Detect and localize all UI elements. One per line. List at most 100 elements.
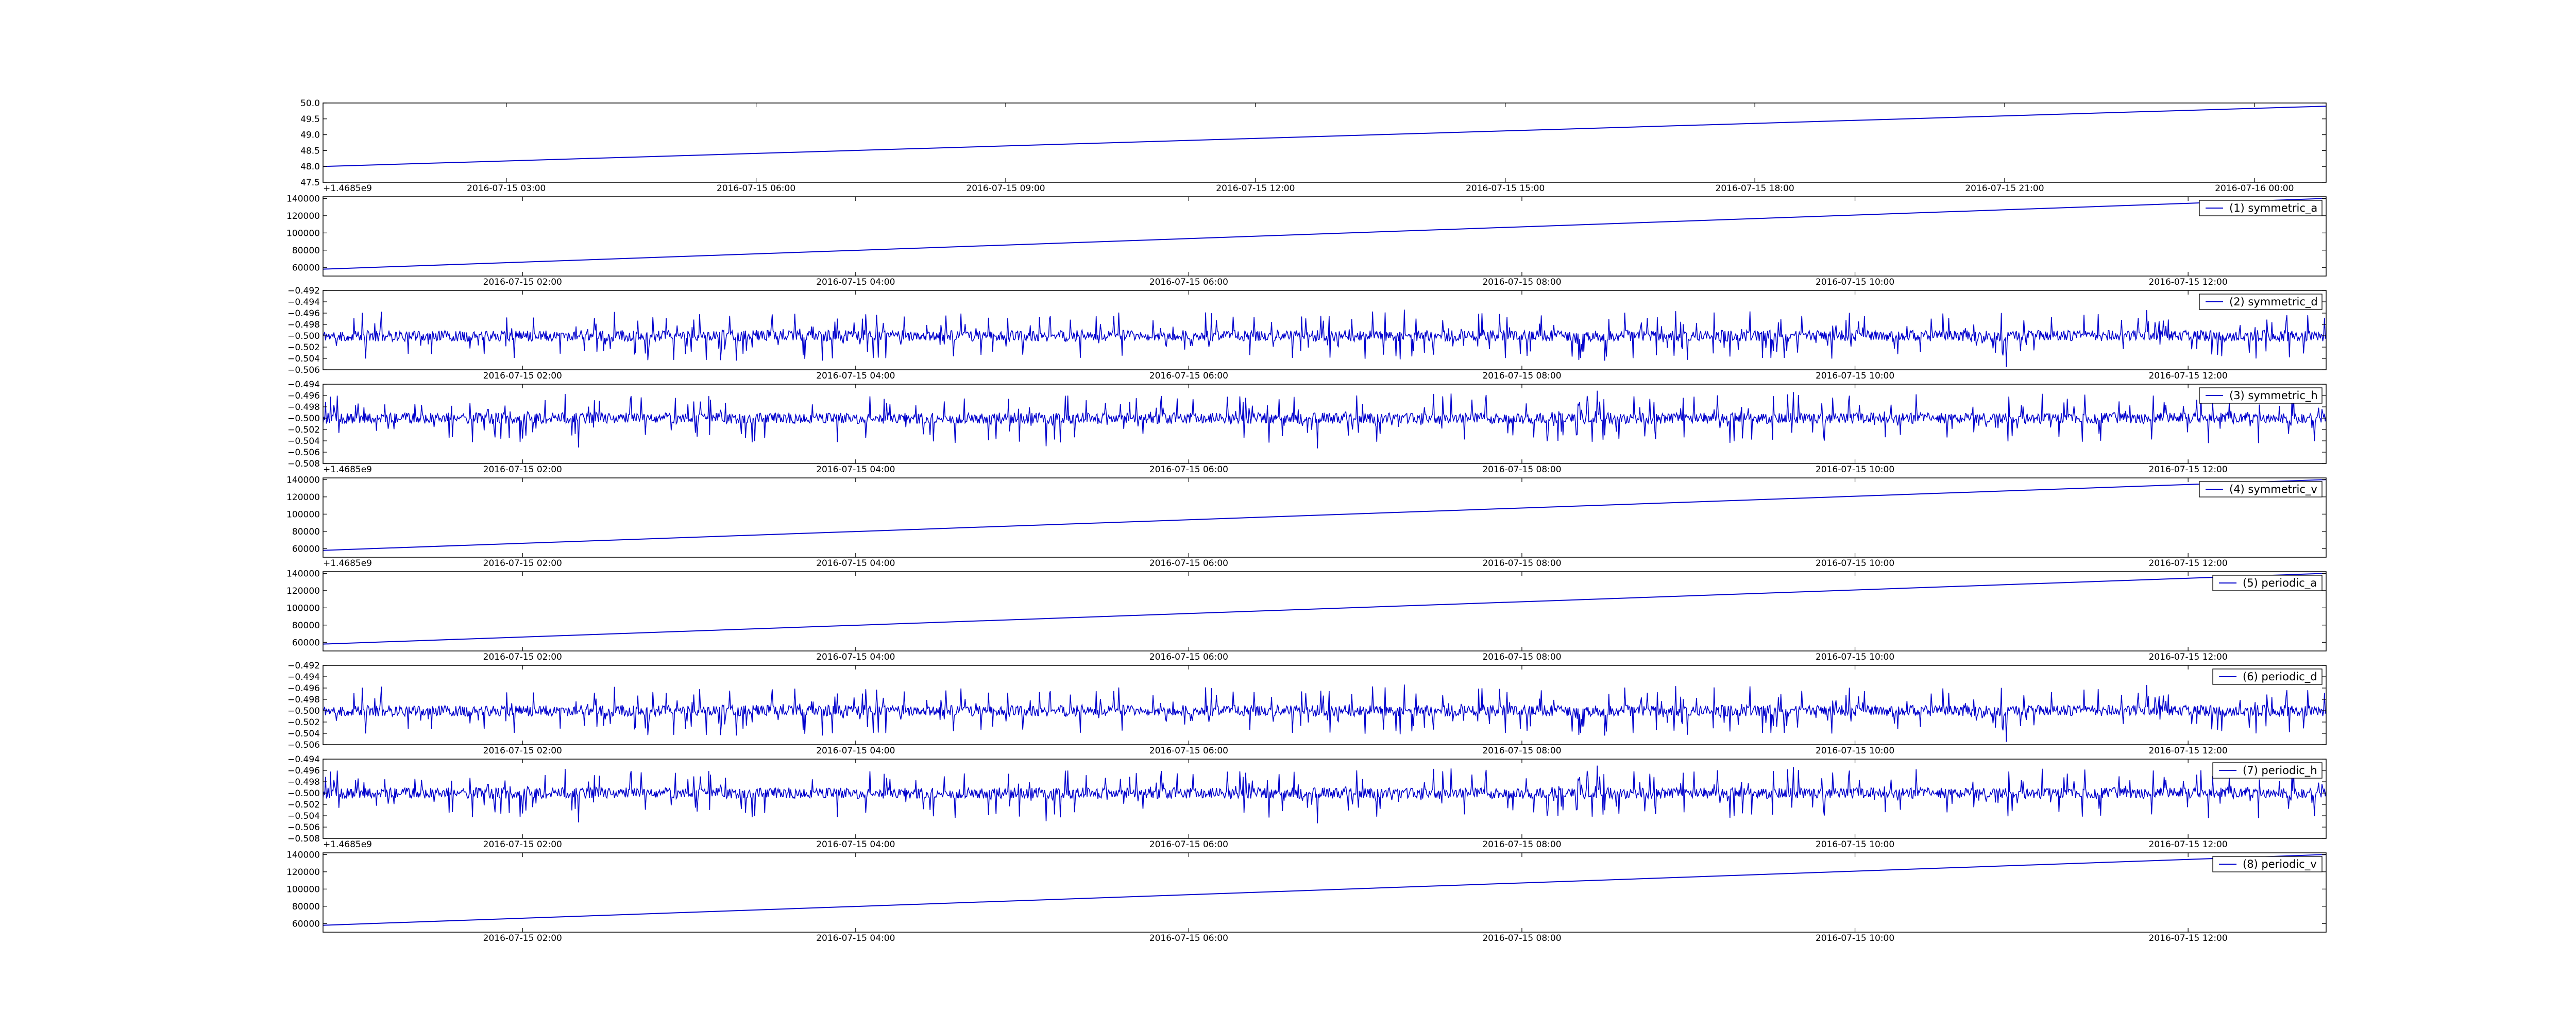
axes-frame [323,196,2327,277]
y-tick-label: −0.492 [287,286,320,296]
subplot-3: −0.506−0.504−0.502−0.500−0.498−0.496−0.4… [287,286,2327,381]
axes-frame [323,102,2327,183]
x-tick-label: 2016-07-15 10:00 [1816,839,1894,850]
axes-frame [323,759,2327,839]
y-tick-label: 140000 [286,475,320,485]
y-tick-label: 120000 [286,492,320,503]
legend-label: (4) symmetric_v [2229,483,2317,496]
y-tick-label: −0.500 [287,414,320,424]
y-tick-label: −0.504 [287,729,320,739]
legend-label: (6) periodic_d [2243,671,2317,683]
y-tick-label: 100000 [286,509,320,520]
x-tick-label: 2016-07-15 12:00 [2149,839,2228,850]
x-tick-label: 2016-07-15 10:00 [1816,933,1894,943]
subplot-5: 60000 80000 100000 120000 140000 2016-07-15 0… [286,475,2327,569]
subplot-4: −0.508−0.506−0.504−0.502−0.500−0.498−0.4… [287,380,2327,475]
series-line [323,390,2326,449]
x-offset-label: +1.4685e9 [323,183,372,194]
legend-label: (2) symmetric_d [2229,296,2318,308]
y-tick-label: 80000 [292,621,320,631]
y-tick-label: −0.494 [287,672,320,682]
y-tick-label: 60000 [292,919,320,929]
subplot-1: 47.5 48.0 48.5 49.0 49.5 50.0 2016-07-15 03:00… [300,98,2327,194]
x-tick-label: 2016-07-15 03:00 [467,183,546,194]
y-tick-label: −0.500 [287,331,320,341]
x-tick-label: 2016-07-15 08:00 [1482,746,1561,756]
x-tick-label: 2016-07-15 10:00 [1816,746,1894,756]
series-line [323,198,2326,270]
series-line [323,479,2326,551]
y-tick-label: −0.508 [287,459,320,469]
y-tick-label: −0.506 [287,822,320,833]
x-tick-label: 2016-07-15 12:00 [2149,558,2228,569]
x-tick-label: 2016-07-15 08:00 [1482,933,1561,943]
x-tick-label: 2016-07-15 06:00 [1149,839,1228,850]
y-tick-label: 100000 [286,228,320,238]
x-tick-label: 2016-07-15 02:00 [483,558,562,569]
x-offset-label: +1.4685e9 [323,465,372,475]
series-line [323,106,2326,167]
x-tick-label: 2016-07-15 06:00 [1149,652,1228,662]
legend: (2) symmetric_d [2199,294,2323,310]
x-tick-label: 2016-07-15 02:00 [483,277,562,287]
y-tick-label: 100000 [286,884,320,895]
x-tick-label: 2016-07-15 12:00 [2149,933,2228,943]
x-tick-label: 2016-07-15 10:00 [1816,652,1894,662]
x-tick-label: 2016-07-15 10:00 [1816,371,1894,381]
x-tick-label: 2016-07-15 06:00 [1149,933,1228,943]
x-tick-label: 2016-07-15 10:00 [1816,465,1894,475]
x-offset-label: +1.4685e9 [323,558,372,569]
y-tick-label: 120000 [286,211,320,221]
x-tick-label: 2016-07-15 10:00 [1816,277,1894,287]
legend-label: (8) periodic_v [2243,858,2317,871]
x-tick-label: 2016-07-15 12:00 [2149,652,2228,662]
y-tick-label: 47.5 [300,178,320,188]
x-tick-label: 2016-07-15 06:00 [1149,746,1228,756]
x-tick-label: 2016-07-15 12:00 [2149,465,2228,475]
x-tick-label: 2016-07-15 04:00 [816,652,895,662]
axes-frame [323,384,2327,464]
x-tick-label: 2016-07-15 08:00 [1482,277,1561,287]
y-tick-label: −0.494 [287,297,320,307]
y-tick-label: −0.506 [287,740,320,750]
y-tick-label: 50.0 [300,98,320,109]
y-tick-label: 140000 [286,194,320,204]
x-tick-label: 2016-07-15 04:00 [816,277,895,287]
y-tick-label: −0.498 [287,402,320,413]
y-tick-label: −0.502 [287,717,320,728]
x-tick-label: 2016-07-15 02:00 [483,371,562,381]
series-line [323,573,2326,645]
legend: (7) periodic_h [2212,762,2323,779]
series-line [323,684,2326,742]
x-tick-label: 2016-07-15 02:00 [483,465,562,475]
y-tick-label: 80000 [292,902,320,912]
y-tick-label: −0.492 [287,661,320,671]
x-tick-label: 2016-07-15 12:00 [1216,183,1295,194]
x-tick-label: 2016-07-15 10:00 [1816,558,1894,569]
y-tick-label: −0.498 [287,320,320,330]
y-tick-label: −0.494 [287,380,320,390]
y-tick-label: −0.496 [287,391,320,401]
subplot-2: 60000 80000 100000 120000 140000 2016-07-15 0… [286,194,2327,287]
x-tick-label: 2016-07-15 06:00 [1149,371,1228,381]
x-offset-label: +1.4685e9 [323,839,372,850]
subplot-6: 60000 80000 100000 120000 140000 2016-07-15 0… [286,569,2327,662]
y-tick-label: 80000 [292,527,320,537]
y-tick-label: −0.504 [287,436,320,447]
x-tick-label: 2016-07-15 04:00 [816,465,895,475]
x-tick-label: 2016-07-15 04:00 [816,839,895,850]
y-tick-label: 120000 [286,867,320,878]
x-tick-label: 2016-07-15 04:00 [816,371,895,381]
x-tick-label: 2016-07-15 02:00 [483,933,562,943]
y-tick-label: −0.498 [287,695,320,705]
subplot-7: −0.506−0.504−0.502−0.500−0.498−0.496−0.4… [287,661,2327,756]
x-tick-label: 2016-07-15 08:00 [1482,652,1561,662]
subplot-8: −0.508−0.506−0.504−0.502−0.500−0.498−0.4… [287,754,2327,850]
y-tick-label: 60000 [292,544,320,554]
x-tick-label: 2016-07-15 18:00 [1716,183,1794,194]
x-tick-label: 2016-07-15 09:00 [966,183,1045,194]
y-tick-label: −0.494 [287,754,320,765]
legend-label: (5) periodic_a [2243,577,2317,590]
axes-frame [323,665,2327,745]
